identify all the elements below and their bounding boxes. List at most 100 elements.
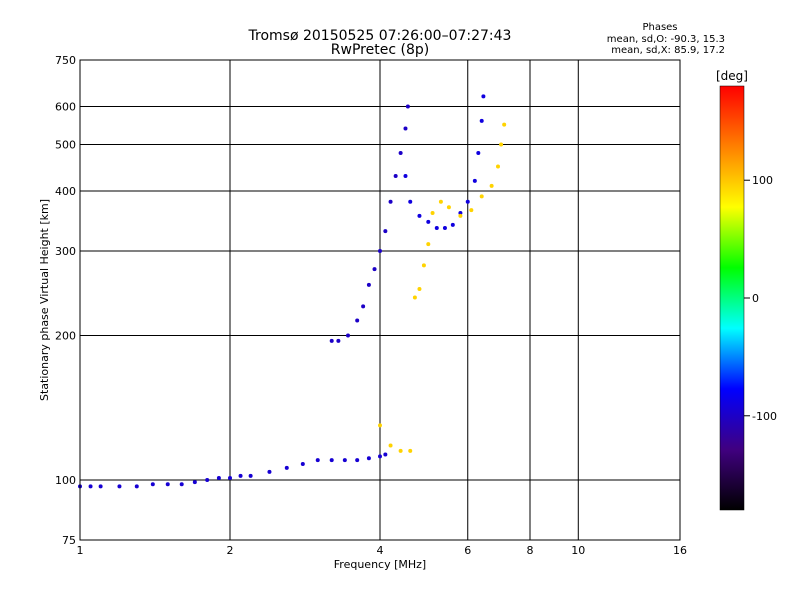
data-point [378, 454, 382, 459]
phase-stats-o: mean, sd,O: -90.3, 15.3 [607, 34, 725, 45]
data-point [238, 473, 243, 478]
y-tick-label: 750 [55, 54, 76, 67]
data-point [345, 333, 350, 338]
data-point [150, 482, 155, 487]
x-tick-label: 6 [464, 544, 471, 557]
data-point [383, 452, 388, 457]
y-axis-label: Stationary phase Virtual Height [km] [38, 199, 51, 401]
data-point [408, 199, 413, 204]
y-tick-labels: 75 100 200 300 400 500 600 750 [55, 54, 76, 547]
data-point [458, 211, 463, 216]
data-point [393, 173, 398, 178]
data-point [361, 304, 366, 309]
data-point [378, 249, 382, 254]
x-tick-label: 2 [227, 544, 234, 557]
data-point [499, 142, 504, 147]
data-point [216, 475, 221, 480]
y-tick-label: 75 [62, 534, 76, 547]
data-point [192, 480, 197, 485]
data-point [134, 484, 139, 489]
data-point [342, 458, 347, 463]
data-point [117, 484, 122, 489]
colorbar-tick-label: 100 [752, 174, 773, 187]
data-point [179, 482, 184, 487]
y-tick-label: 200 [55, 330, 76, 343]
data-point [479, 118, 484, 123]
grid-lines [80, 60, 680, 540]
data-point [383, 229, 388, 234]
data-point [421, 263, 426, 268]
colorbar-label: [deg] [716, 69, 748, 83]
data-point [388, 443, 393, 448]
phase-stats-heading: Phases [642, 22, 677, 33]
data-point [372, 267, 377, 272]
data-point [398, 448, 403, 453]
x-tick-labels: 1 2 4 6 8 10 16 [77, 544, 688, 557]
data-point [267, 469, 272, 474]
data-point [476, 151, 481, 156]
data-point [479, 194, 484, 199]
x-tick-label: 4 [377, 544, 384, 557]
data-point [336, 338, 341, 343]
data-point [403, 173, 408, 178]
data-point [434, 226, 439, 231]
data-point [388, 199, 393, 204]
data-point [248, 473, 253, 478]
colorbar-ticks: 100 0 -100 [744, 174, 777, 423]
data-point [412, 295, 417, 300]
data-point [430, 211, 435, 216]
data-point [446, 205, 451, 210]
x-tick-label: 8 [527, 544, 534, 557]
y-tick-label: 600 [55, 101, 76, 114]
data-point [442, 226, 447, 231]
data-point [408, 448, 413, 453]
data-point [165, 482, 170, 487]
colorbar-tick-label: 0 [752, 292, 759, 305]
data-point [495, 164, 500, 169]
chart-title: Tromsø 20150525 07:26:00–07:27:43 [248, 28, 512, 44]
data-point [355, 318, 360, 323]
data-point [88, 484, 93, 489]
data-point [469, 208, 474, 213]
data-point [284, 465, 289, 470]
chart-subtitle: RwPretec (8p) [331, 42, 429, 58]
data-point [300, 461, 305, 466]
data-point [417, 287, 422, 292]
data-point [398, 151, 403, 156]
data-point [355, 458, 360, 463]
data-point [405, 104, 410, 109]
data-point [472, 178, 477, 183]
data-point [426, 242, 431, 247]
data-point [417, 213, 422, 218]
y-tick-label: 500 [55, 139, 76, 152]
y-tick-label: 400 [55, 185, 76, 198]
plot-frame [79, 59, 681, 541]
data-point [366, 456, 371, 461]
data-point [438, 199, 443, 204]
phase-stats-x: mean, sd,X: 85.9, 17.2 [611, 45, 725, 56]
colorbar [719, 85, 745, 511]
data-point [315, 458, 320, 463]
data-point [426, 219, 431, 224]
data-point [458, 213, 463, 218]
x-tick-label: 1 [77, 544, 84, 557]
data-point [98, 484, 103, 489]
data-point [465, 199, 470, 204]
data-point [403, 126, 408, 131]
data-point [489, 183, 494, 188]
x-axis-label: Frequency [MHz] [334, 558, 426, 571]
data-point [378, 423, 382, 428]
x-tick-label: 10 [571, 544, 585, 557]
data-points [78, 94, 507, 489]
data-point [228, 475, 232, 480]
data-point [481, 94, 486, 99]
data-point [329, 458, 334, 463]
data-point [329, 338, 334, 343]
x-tick-label: 16 [673, 544, 687, 557]
y-tick-label: 300 [55, 245, 76, 258]
data-point [205, 478, 210, 483]
colorbar-tick-label: -100 [752, 410, 777, 423]
y-tick-label: 100 [55, 474, 76, 487]
data-point [450, 222, 455, 227]
